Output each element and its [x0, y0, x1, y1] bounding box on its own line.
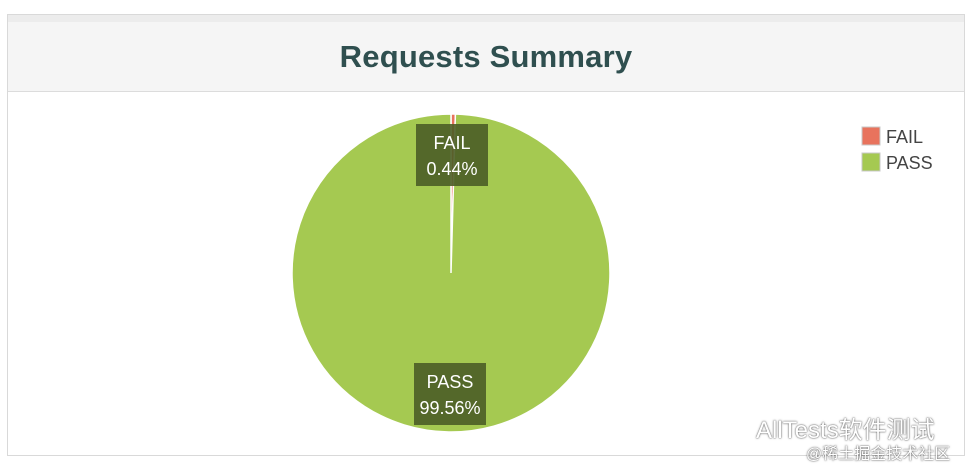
data-label-box [414, 363, 486, 425]
legend-item-fail: FAIL [861, 126, 923, 147]
wechat-icon [713, 414, 744, 438]
chart-title: Requests Summary [339, 38, 633, 74]
data-label-value: 99.56% [419, 398, 480, 418]
watermark-sub: @稀土掘金技术社区 [806, 446, 951, 463]
data-label-name: PASS [427, 372, 474, 392]
legend-label: FAIL [886, 127, 923, 147]
data-label-box [416, 124, 488, 186]
legend-label: PASS [886, 153, 933, 173]
data-label-fail: FAIL 0.44% [416, 124, 488, 186]
panel-top-strip [8, 15, 964, 22]
legend-item-pass: PASS [861, 152, 933, 173]
legend-swatch [861, 126, 881, 146]
watermark-brand: AllTests软件测试 [756, 417, 935, 444]
watermark: AllTests软件测试 @稀土掘金技术社区 [712, 410, 962, 466]
pie-slice-pass [291, 113, 611, 433]
legend-swatch [861, 152, 881, 172]
data-label-pass: PASS 99.56% [414, 363, 486, 425]
panel-header: Requests Summary [8, 22, 964, 92]
data-label-value: 0.44% [426, 159, 477, 179]
data-label-name: FAIL [433, 133, 470, 153]
